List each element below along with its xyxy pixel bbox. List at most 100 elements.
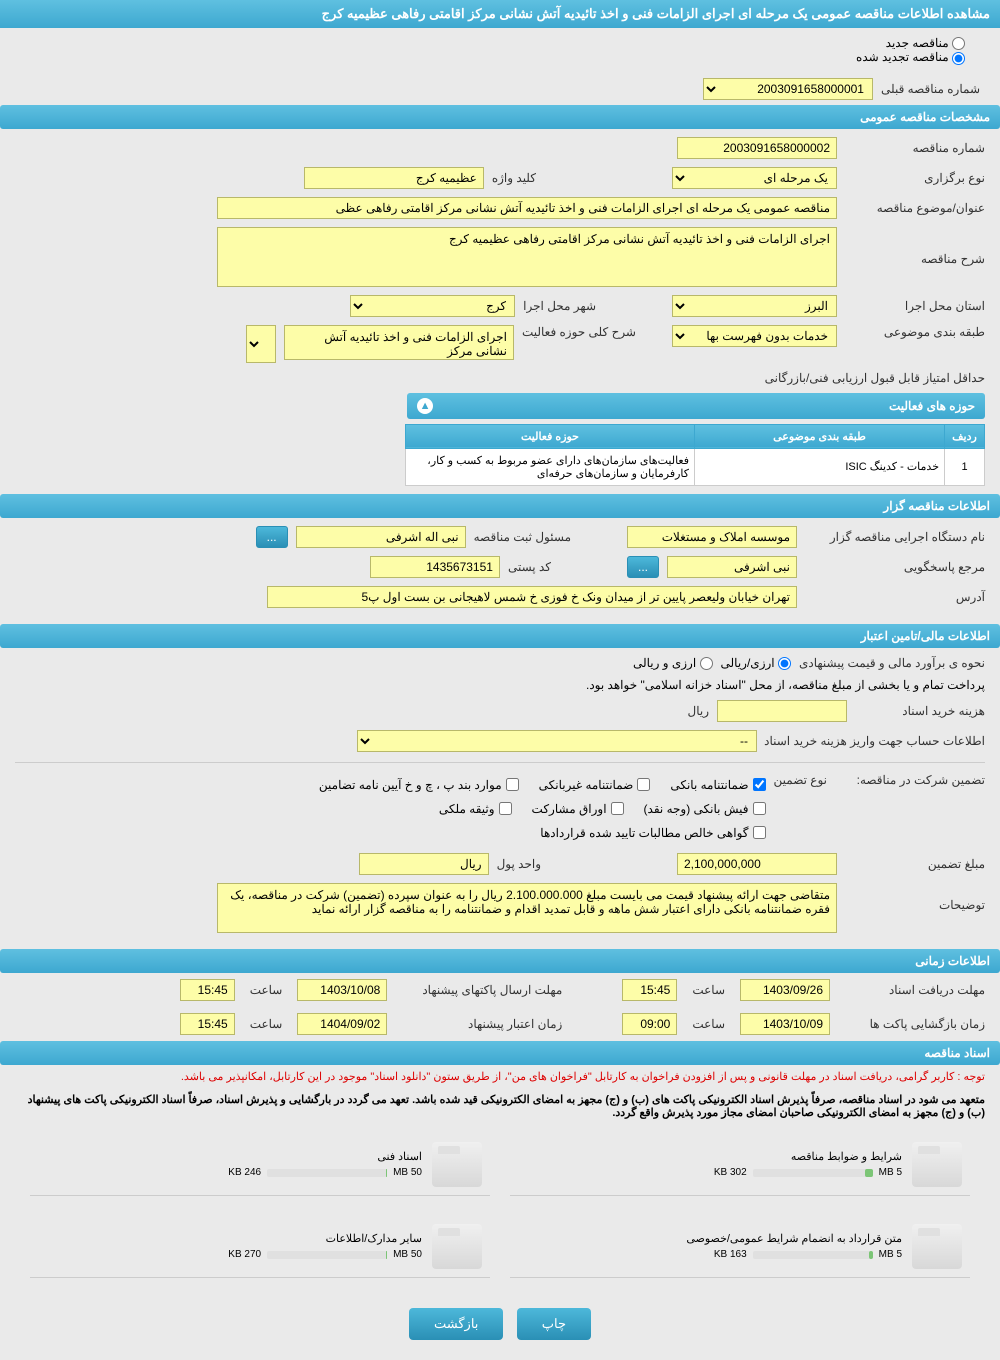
prev-tender-select[interactable]: 2003091658000001 — [703, 78, 873, 100]
col-row: ردیف — [945, 424, 985, 448]
desc-textarea[interactable]: اجرای الزامات فنی و اخذ تائیدیه آتش نشان… — [217, 227, 837, 287]
hour-label-4: ساعت — [250, 1017, 283, 1031]
renewed-tender-radio[interactable] — [952, 52, 965, 65]
contact-label: مرجع پاسخگویی — [805, 560, 985, 574]
doc-cost-input[interactable] — [717, 700, 847, 722]
guarantee-type-label: نوع تضمین — [774, 773, 827, 787]
doc1-size: 302 KB — [714, 1167, 747, 1178]
reg-resp-more-button[interactable]: ... — [256, 526, 288, 548]
validity-date[interactable] — [297, 1013, 387, 1035]
city-label: شهر محل اجرا — [523, 299, 596, 313]
page-title: مشاهده اطلاعات مناقصه عمومی یک مرحله ای … — [0, 0, 1000, 28]
send-deadline-label: مهلت ارسال پاکتهای پیشنهاد — [402, 983, 562, 997]
open-time-input[interactable] — [622, 1013, 677, 1035]
back-button[interactable]: بازگشت — [409, 1308, 503, 1340]
contact-input[interactable] — [667, 556, 797, 578]
currency-rial-text: ارزی/ریالی — [721, 656, 775, 670]
address-input[interactable] — [267, 586, 797, 608]
open-time-label: زمان بازگشایی پاکت ها — [845, 1017, 985, 1031]
category-label: طبقه بندی موضوعی — [845, 325, 985, 339]
amount-input[interactable] — [677, 853, 837, 875]
currency-rial-label[interactable]: ارزی/ریالی — [721, 656, 791, 670]
reg-resp-input[interactable] — [296, 526, 466, 548]
currency-both-radio[interactable] — [700, 657, 713, 670]
collapse-icon[interactable]: ▲ — [417, 398, 433, 414]
unit-input[interactable] — [359, 853, 489, 875]
org-input[interactable] — [627, 526, 797, 548]
tender-no-input[interactable] — [677, 137, 837, 159]
col-activity: حوزه فعالیت — [406, 424, 695, 448]
doc3-max: 5 MB — [879, 1249, 902, 1260]
currency-both-text: ارزی و ریالی — [633, 656, 696, 670]
doc3-size: 163 KB — [714, 1249, 747, 1260]
city-select[interactable]: کرج — [350, 295, 515, 317]
doc2-title: اسناد فنی — [38, 1150, 422, 1163]
min-score-label: حداقل امتیاز قابل قبول ارزیابی فنی/بازرگ… — [705, 371, 985, 385]
activity-desc-extra-select[interactable] — [246, 325, 276, 363]
activity-header: حوزه های فعالیت ▲ — [407, 393, 985, 419]
renewed-tender-radio-label[interactable]: مناقصه تجدید شده — [856, 50, 965, 64]
notice-red: توجه : کاربر گرامی، دریافت اسناد در مهلت… — [0, 1065, 1000, 1088]
timing-section-header: اطلاعات زمانی — [0, 949, 1000, 973]
validity-time[interactable] — [180, 1013, 235, 1035]
doc4-max: 50 MB — [393, 1249, 422, 1260]
doc-card-4[interactable]: سایر مدارک/اطلاعات 50 MB 270 KB — [30, 1216, 490, 1278]
province-select[interactable]: البرز — [672, 295, 837, 317]
doc-cost-label: هزینه خرید اسناد — [855, 704, 985, 718]
new-tender-radio[interactable] — [952, 37, 965, 50]
receive-time[interactable] — [622, 979, 677, 1001]
g-bank-check[interactable] — [753, 778, 766, 791]
address-label: آدرس — [805, 590, 985, 604]
g-property-check[interactable] — [499, 802, 512, 815]
doc2-size: 246 KB — [228, 1167, 261, 1178]
new-tender-radio-label[interactable]: مناقصه جدید — [886, 36, 965, 50]
activity-table: ردیف طبقه بندی موضوعی حوزه فعالیت 1 خدما… — [405, 424, 985, 486]
doc3-title: متن قرارداد به انضمام شرایط عمومی/خصوصی — [518, 1232, 902, 1245]
g-contracts-check[interactable] — [753, 826, 766, 839]
currency-both-label[interactable]: ارزی و ریالی — [633, 656, 713, 670]
print-button[interactable]: چاپ — [517, 1308, 591, 1340]
doc-card-1[interactable]: شرایط و ضوابط مناقصه 5 MB 302 KB — [510, 1134, 970, 1196]
g-items-check[interactable] — [506, 778, 519, 791]
open-date[interactable] — [740, 1013, 830, 1035]
g-securities-label: اوراق مشارکت — [532, 802, 607, 816]
doc1-title: شرایط و ضوابط مناقصه — [518, 1150, 902, 1163]
postal-input[interactable] — [370, 556, 500, 578]
send-time[interactable] — [180, 979, 235, 1001]
validity-label: زمان اعتبار پیشنهاد — [402, 1017, 562, 1031]
notes-textarea[interactable]: متقاضی جهت ارائه پیشنهاد قیمت می بایست م… — [217, 883, 837, 933]
doc-card-3[interactable]: متن قرارداد به انضمام شرایط عمومی/خصوصی … — [510, 1216, 970, 1278]
subject-input[interactable] — [217, 197, 837, 219]
prev-tender-label: شماره مناقصه قبلی — [881, 82, 980, 96]
tender-no-label: شماره مناقصه — [845, 141, 985, 155]
currency-rial-radio[interactable] — [778, 657, 791, 670]
send-date[interactable] — [297, 979, 387, 1001]
g-contracts-label: گواهی خالص مطالبات تایید شده قراردادها — [540, 826, 748, 840]
rial-unit: ریال — [687, 704, 709, 718]
folder-icon — [912, 1224, 962, 1269]
g-nonbank-check[interactable] — [637, 778, 650, 791]
doc1-max: 5 MB — [879, 1167, 902, 1178]
province-label: استان محل اجرا — [845, 299, 985, 313]
g-cash-check[interactable] — [753, 802, 766, 815]
account-label: اطلاعات حساب جهت واریز هزینه خرید اسناد — [765, 734, 985, 748]
g-securities-check[interactable] — [611, 802, 624, 815]
folder-icon — [432, 1224, 482, 1269]
receive-deadline-label: مهلت دریافت اسناد — [845, 983, 985, 997]
g-nonbank-label: ضمانتنامه غیربانکی — [539, 778, 634, 792]
table-row: 1 خدمات - کدینگ ISIC فعالیت‌های سازمان‌ه… — [406, 448, 985, 485]
general-section-header: مشخصات مناقصه عمومی — [0, 105, 1000, 129]
g-items-label: موارد بند پ ، چ و خ آیین نامه تضامین — [319, 778, 502, 792]
category-select[interactable]: خدمات بدون فهرست بها — [672, 325, 837, 347]
hold-type-select[interactable]: یک مرحله ای — [672, 167, 837, 189]
activity-desc-textarea[interactable]: اجرای الزامات فنی و اخذ تائیدیه آتش نشان… — [284, 325, 514, 360]
contact-more-button[interactable]: ... — [627, 556, 659, 578]
keyword-input[interactable] — [304, 167, 484, 189]
unit-label: واحد پول — [497, 857, 541, 871]
doc4-size: 270 KB — [228, 1249, 261, 1260]
doc4-title: سایر مدارک/اطلاعات — [38, 1232, 422, 1245]
doc-card-2[interactable]: اسناد فنی 50 MB 246 KB — [30, 1134, 490, 1196]
account-select[interactable]: -- — [357, 730, 757, 752]
org-label: نام دستگاه اجرایی مناقصه گزار — [805, 530, 985, 544]
receive-date[interactable] — [740, 979, 830, 1001]
